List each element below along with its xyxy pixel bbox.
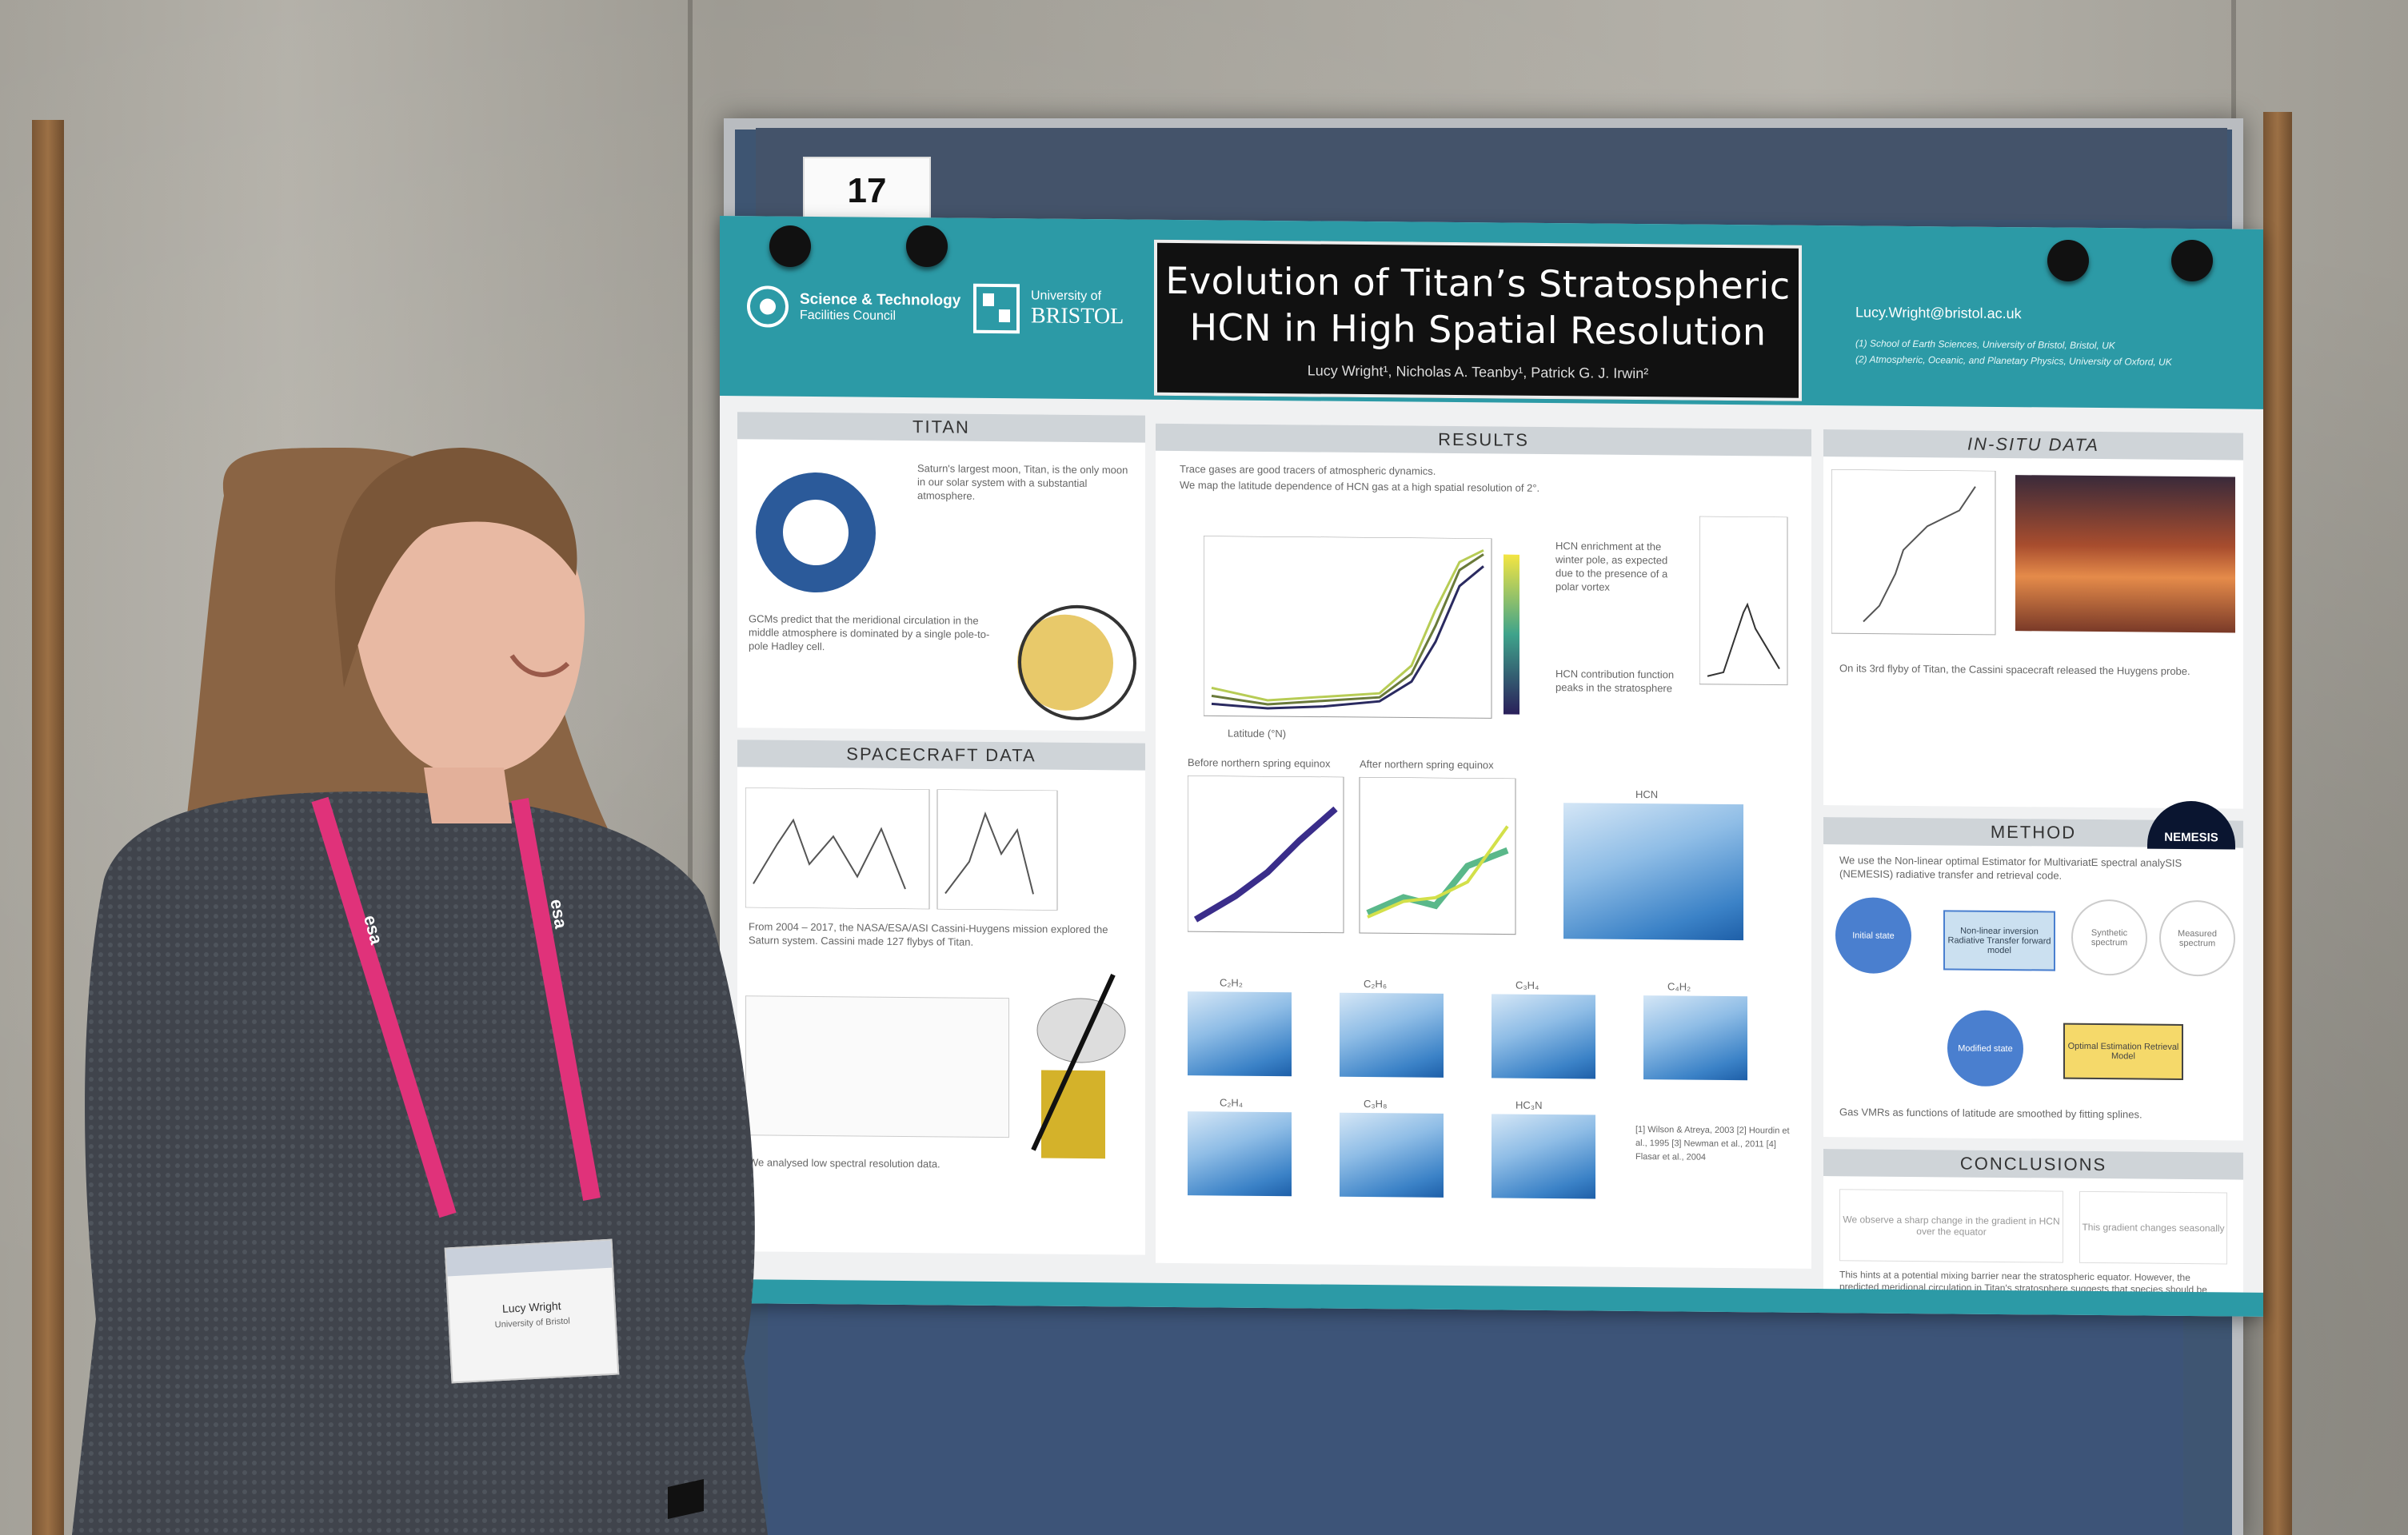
insitu-heading: IN-SITU DATA: [1823, 429, 2243, 460]
results-note: HCN enrichment at the winter pole, as ex…: [1555, 540, 1668, 593]
poster-board-top: [756, 128, 2227, 220]
name-badge: Lucy Wright University of Bristol: [444, 1238, 620, 1384]
hcn-latitude-plot: [1204, 536, 1492, 719]
bristol-crest-icon: [973, 283, 1020, 334]
bristol-line2: BRISTOL: [1031, 303, 1124, 329]
flow-synthetic-spectrum: Synthetic spectrum: [2071, 899, 2147, 976]
contribution-function-plot: [1699, 516, 1788, 686]
results-heading: RESULTS: [1156, 423, 1811, 457]
push-pin: [906, 225, 948, 267]
poster-title-line2: HCN in High Spatial Resolution: [1189, 305, 1767, 354]
method-text: We use the Non-linear optimal Estimator …: [1839, 854, 2182, 882]
equinox-comparison-plots: [1188, 775, 1516, 935]
heatmap-label: C₃H₄: [1515, 979, 1539, 991]
flow-modified-state: Modified state: [1947, 1010, 2023, 1087]
results-panel: RESULTS Trace gases are good tracers of …: [1156, 423, 1811, 1269]
plot-right-label: After northern spring equinox: [1360, 757, 1494, 771]
stfc-logo: Science & Technology Facilities Council: [745, 284, 960, 330]
gas-heatmap: [1340, 1112, 1444, 1198]
titan-text: Saturn's largest moon, Titan, is the onl…: [917, 462, 1128, 502]
method-note: Gas VMRs as functions of latitude are sm…: [1839, 1106, 2142, 1121]
conclusion-box-1: We observe a sharp change in the gradien…: [1839, 1189, 2063, 1263]
poster-board-lower: [768, 1271, 2183, 1535]
bristol-logo: University of BRISTOL: [972, 282, 1124, 337]
heatmap-label: C₃H₈: [1364, 1098, 1388, 1110]
spectra-plot: [745, 787, 1058, 911]
gas-heatmap: [1492, 994, 1595, 1079]
titan-panel: TITAN Saturn's largest moon, Titan, is t…: [737, 412, 1145, 732]
references: [1] Wilson & Atreya, 2003 [2] Hourdin et…: [1635, 1124, 1790, 1162]
contact-email: Lucy.Wright@bristol.ac.uk: [1855, 304, 2022, 322]
results-bullet-1: Trace gases are good tracers of atmosphe…: [1180, 463, 1436, 477]
board-number-card: 17: [803, 157, 931, 225]
poster-title-box: Evolution of Titan’s Stratospheric HCN i…: [1154, 239, 1802, 401]
heatmap-label: C₂H₄: [1220, 1096, 1244, 1109]
method-panel: METHOD NEMESIS We use the Non-linear opt…: [1823, 800, 2243, 1141]
wall-seam: [688, 0, 693, 1535]
bristol-line1: University of: [1031, 289, 1102, 304]
hcn-heatmap-label: HCN: [1635, 787, 1659, 801]
gas-heatmap: [1340, 992, 1444, 1078]
badge-strip: [445, 1240, 613, 1277]
flow-forward-model: Non-linear inversion Radiative Transfer …: [1943, 910, 2055, 971]
conclusions-heading: CONCLUSIONS: [1823, 1149, 2243, 1180]
instrument-table: [745, 995, 1009, 1138]
flow-retrieval-model: Optimal Estimation Retrieval Model: [2063, 1023, 2183, 1080]
push-pin: [2171, 240, 2213, 281]
stfc-line1: Science & Technology: [800, 290, 961, 309]
colorbar: [1504, 554, 1519, 715]
push-pin: [769, 225, 811, 267]
plot-left-label: Before northern spring equinox: [1188, 756, 1331, 770]
results-note-2: HCN contribution function peaks in the s…: [1555, 668, 1675, 695]
gas-heatmap: [1643, 995, 1747, 1081]
gas-heatmap: [1188, 1111, 1292, 1197]
results-bullet-2: We map the latitude dependence of HCN ga…: [1180, 479, 1540, 494]
wooden-frame-right: [2263, 112, 2292, 1535]
flow-measured-spectrum: Measured spectrum: [2159, 899, 2235, 977]
titan-moon-illustration: [1017, 604, 1136, 720]
titan-heading: TITAN: [737, 412, 1145, 443]
heatmap-label: C₂H₆: [1364, 978, 1388, 991]
atmosphere-composition-donut: [756, 472, 876, 593]
conclusions-panel: CONCLUSIONS We observe a sharp change in…: [1823, 1149, 2243, 1313]
wooden-frame-left: [32, 120, 64, 1535]
stfc-emblem-icon: [747, 285, 789, 328]
heatmap-label: C₂H₂: [1220, 976, 1243, 989]
poster-authors: Lucy Wright¹, Nicholas A. Teanby¹, Patri…: [1307, 362, 1649, 382]
temperature-profile-plot: [1831, 469, 1996, 636]
gas-heatmap: [1492, 1114, 1595, 1199]
gas-heatmap: [1188, 991, 1292, 1077]
spacecraft-heading: SPACECRAFT DATA: [737, 740, 1145, 771]
insitu-text: On its 3rd flyby of Titan, the Cassini s…: [1839, 662, 2190, 678]
heatmap-label: C₄H₂: [1667, 980, 1691, 993]
spacecraft-text-2: We analysed low spectral resolution data…: [749, 1156, 940, 1170]
latitude-label: Latitude (°N): [1228, 727, 1287, 740]
cassini-spacecraft-illustration: [1031, 974, 1126, 1159]
affiliation-1: (1) School of Earth Sciences, University…: [1855, 337, 2115, 352]
badge-institution: University of Bristol: [494, 1316, 571, 1330]
hcn-heatmap: [1563, 803, 1743, 941]
titan-text-2: GCMs predict that the meridional circula…: [749, 612, 990, 653]
stfc-line2: Facilities Council: [800, 308, 897, 323]
huygens-descent-image: [2015, 475, 2235, 633]
flow-initial-state: Initial state: [1835, 897, 1911, 975]
research-poster: Science & Technology Facilities Council U…: [720, 216, 2263, 1317]
spacecraft-panel: SPACECRAFT DATA From 2004 – 2017, the NA…: [737, 740, 1145, 1255]
heatmap-label: HC₃N: [1515, 1098, 1543, 1111]
poster-title-line1: Evolution of Titan’s Stratospheric: [1165, 258, 1791, 308]
push-pin: [2047, 240, 2089, 281]
conclusion-box-2: This gradient changes seasonally: [2079, 1190, 2227, 1265]
insitu-panel: IN-SITU DATA On its 3rd flyby of Titan, …: [1823, 429, 2243, 809]
